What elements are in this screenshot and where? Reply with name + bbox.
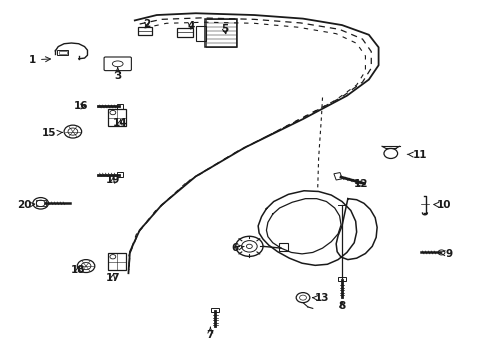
Text: 13: 13 <box>312 293 329 303</box>
Bar <box>57 50 68 55</box>
Bar <box>108 253 126 270</box>
Text: 11: 11 <box>407 150 427 160</box>
Bar <box>278 243 288 251</box>
Text: 4: 4 <box>187 21 194 31</box>
Text: 8: 8 <box>338 301 345 311</box>
Text: 12: 12 <box>353 179 368 189</box>
Text: 10: 10 <box>433 200 451 210</box>
Bar <box>108 109 126 126</box>
Bar <box>211 308 219 312</box>
Text: 15: 15 <box>42 129 62 138</box>
Text: 18: 18 <box>70 265 85 275</box>
Text: 17: 17 <box>105 273 120 283</box>
Text: 5: 5 <box>221 24 228 35</box>
Text: 3: 3 <box>114 68 121 81</box>
Bar <box>117 104 122 109</box>
Bar <box>36 201 45 206</box>
Bar <box>333 172 342 180</box>
Text: 1: 1 <box>29 55 50 65</box>
Text: 9: 9 <box>439 248 452 258</box>
Text: 16: 16 <box>74 102 88 112</box>
Text: 6: 6 <box>231 243 244 253</box>
Bar <box>337 277 345 282</box>
Bar <box>117 172 122 177</box>
Text: 20: 20 <box>17 200 35 210</box>
Bar <box>59 51 66 54</box>
Bar <box>205 19 237 47</box>
Bar <box>138 27 152 35</box>
Text: 7: 7 <box>206 327 214 340</box>
Text: 2: 2 <box>143 19 150 29</box>
Bar <box>206 19 236 46</box>
Text: 19: 19 <box>105 175 120 185</box>
Text: 14: 14 <box>113 118 127 128</box>
Bar <box>177 28 192 37</box>
Bar <box>195 26 206 41</box>
